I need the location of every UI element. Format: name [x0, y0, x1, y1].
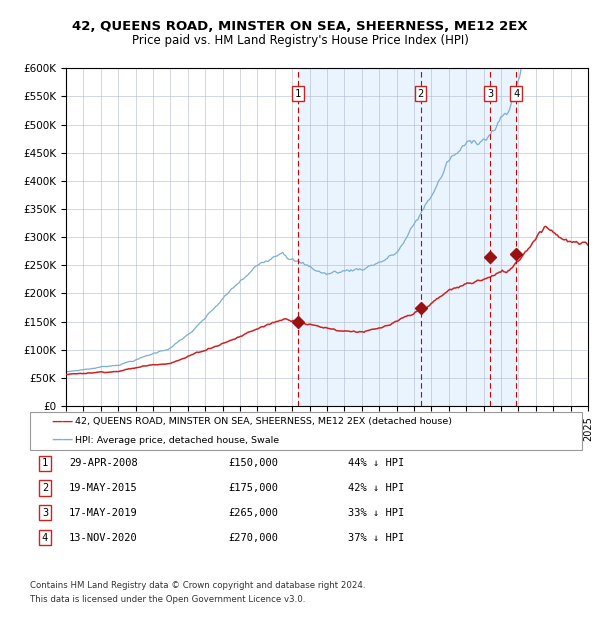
Text: Contains HM Land Registry data © Crown copyright and database right 2024.: Contains HM Land Registry data © Crown c…	[30, 582, 365, 590]
Text: 1: 1	[295, 89, 301, 99]
Text: 19-MAY-2015: 19-MAY-2015	[69, 483, 138, 493]
Text: 2: 2	[42, 483, 48, 493]
Text: 4: 4	[42, 533, 48, 542]
Text: 13-NOV-2020: 13-NOV-2020	[69, 533, 138, 542]
Text: 3: 3	[487, 89, 493, 99]
Text: ——: ——	[51, 417, 73, 427]
Text: £270,000: £270,000	[228, 533, 278, 542]
Text: 37% ↓ HPI: 37% ↓ HPI	[348, 533, 404, 542]
Text: HPI: Average price, detached house, Swale: HPI: Average price, detached house, Swal…	[75, 436, 279, 445]
Bar	[298, 68, 516, 406]
Text: 17-MAY-2019: 17-MAY-2019	[69, 508, 138, 518]
Text: £150,000: £150,000	[228, 458, 278, 468]
Text: ——: ——	[51, 435, 73, 445]
Text: 42, QUEENS ROAD, MINSTER ON SEA, SHEERNESS, ME12 2EX: 42, QUEENS ROAD, MINSTER ON SEA, SHEERNE…	[72, 20, 528, 32]
Text: £175,000: £175,000	[228, 483, 278, 493]
Text: 4: 4	[513, 89, 519, 99]
Text: 42, QUEENS ROAD, MINSTER ON SEA, SHEERNESS, ME12 2EX (detached house): 42, QUEENS ROAD, MINSTER ON SEA, SHEERNE…	[75, 417, 452, 426]
Text: 44% ↓ HPI: 44% ↓ HPI	[348, 458, 404, 468]
Text: This data is licensed under the Open Government Licence v3.0.: This data is licensed under the Open Gov…	[30, 595, 305, 604]
Text: Price paid vs. HM Land Registry's House Price Index (HPI): Price paid vs. HM Land Registry's House …	[131, 34, 469, 46]
Text: 1: 1	[42, 458, 48, 468]
Text: 2: 2	[418, 89, 424, 99]
Text: 33% ↓ HPI: 33% ↓ HPI	[348, 508, 404, 518]
Text: £265,000: £265,000	[228, 508, 278, 518]
Text: 3: 3	[42, 508, 48, 518]
Text: 29-APR-2008: 29-APR-2008	[69, 458, 138, 468]
Text: 42% ↓ HPI: 42% ↓ HPI	[348, 483, 404, 493]
